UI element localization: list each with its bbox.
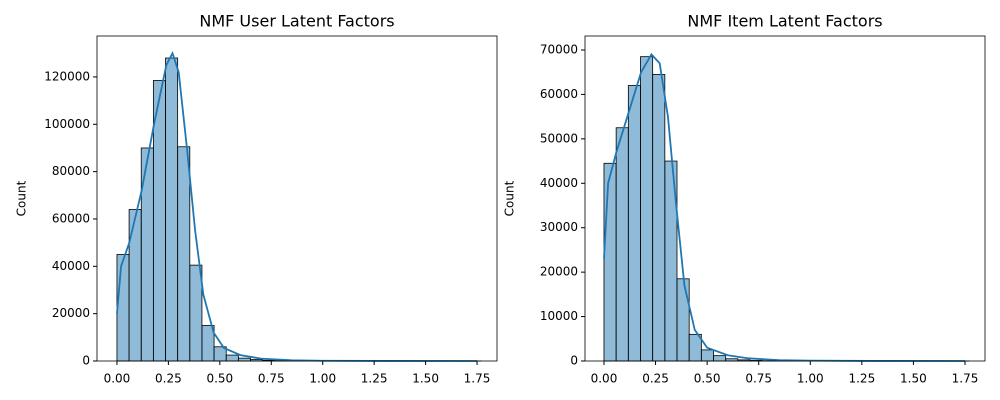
y-tick-label: 0 xyxy=(82,354,90,368)
y-tick-label: 10000 xyxy=(540,309,578,323)
x-tick-label: 1.25 xyxy=(361,372,388,386)
y-axis-label: Count xyxy=(15,180,29,216)
histogram-bar xyxy=(237,357,251,362)
y-tick-label: 20000 xyxy=(52,306,90,320)
x-tick-label: 0.00 xyxy=(591,372,618,386)
axes-frame xyxy=(96,35,498,362)
y-tick-label: 20000 xyxy=(540,265,578,279)
y-tick-label: 60000 xyxy=(52,211,90,225)
x-tick-label: 0.50 xyxy=(694,372,721,386)
histogram-bar xyxy=(688,333,702,362)
histogram-bar xyxy=(700,349,714,362)
histogram-bar xyxy=(676,278,690,362)
y-axis-label: Count xyxy=(503,180,517,216)
y-tick-label: 50000 xyxy=(540,131,578,145)
y-tick-label: 70000 xyxy=(540,42,578,56)
chart-panel: 0.00 0.25 0.50 0.75 1.00 1.25 1.50 1.75 0 10000 20… xyxy=(503,12,986,386)
x-tick-label: 1.25 xyxy=(848,372,875,386)
x-tick-label: 0.75 xyxy=(745,372,772,386)
histogram-bar xyxy=(177,146,191,362)
y-tick-label: 40000 xyxy=(540,176,578,190)
histogram-bar xyxy=(713,355,727,362)
y-tick-label: 30000 xyxy=(540,220,578,234)
y-tick-label: 60000 xyxy=(540,87,578,101)
y-tick-label: 120000 xyxy=(44,69,90,83)
kde-line xyxy=(116,50,478,362)
histogram-bar xyxy=(603,162,617,362)
x-tick-label: 0.25 xyxy=(642,372,669,386)
y-tick-label: 0 xyxy=(570,354,578,368)
kde-line xyxy=(603,52,965,362)
x-tick-label: 0.50 xyxy=(206,372,233,386)
histogram-bar xyxy=(640,56,654,362)
x-tick-label: 1.50 xyxy=(412,372,439,386)
x-tick-label: 0.75 xyxy=(258,372,285,386)
x-tick-label: 0.00 xyxy=(104,372,131,386)
histogram-bar xyxy=(189,264,203,362)
x-tick-label: 1.75 xyxy=(952,372,979,386)
histogram-bar xyxy=(652,74,666,362)
histogram-bar xyxy=(615,127,629,362)
chart-panel: 0.00 0.25 0.50 0.75 1.00 1.25 1.50 1.75 0 20000 40… xyxy=(15,12,498,386)
x-tick-label: 1.00 xyxy=(309,372,336,386)
x-tick-label: 1.00 xyxy=(797,372,824,386)
x-tick-label: 1.75 xyxy=(464,372,491,386)
histogram-bar xyxy=(116,254,130,362)
chart-title: NMF User Latent Factors xyxy=(199,12,394,31)
histogram-bar xyxy=(165,57,179,362)
y-tick-label: 80000 xyxy=(52,164,90,178)
axes-frame xyxy=(584,35,986,362)
histogram-bar xyxy=(627,85,641,362)
histogram-bar xyxy=(225,354,239,362)
x-tick-label: 1.50 xyxy=(900,372,927,386)
y-tick-label: 40000 xyxy=(52,259,90,273)
x-tick-label: 0.25 xyxy=(155,372,182,386)
chart-title: NMF Item Latent Factors xyxy=(687,12,882,31)
y-tick-label: 100000 xyxy=(44,117,90,131)
